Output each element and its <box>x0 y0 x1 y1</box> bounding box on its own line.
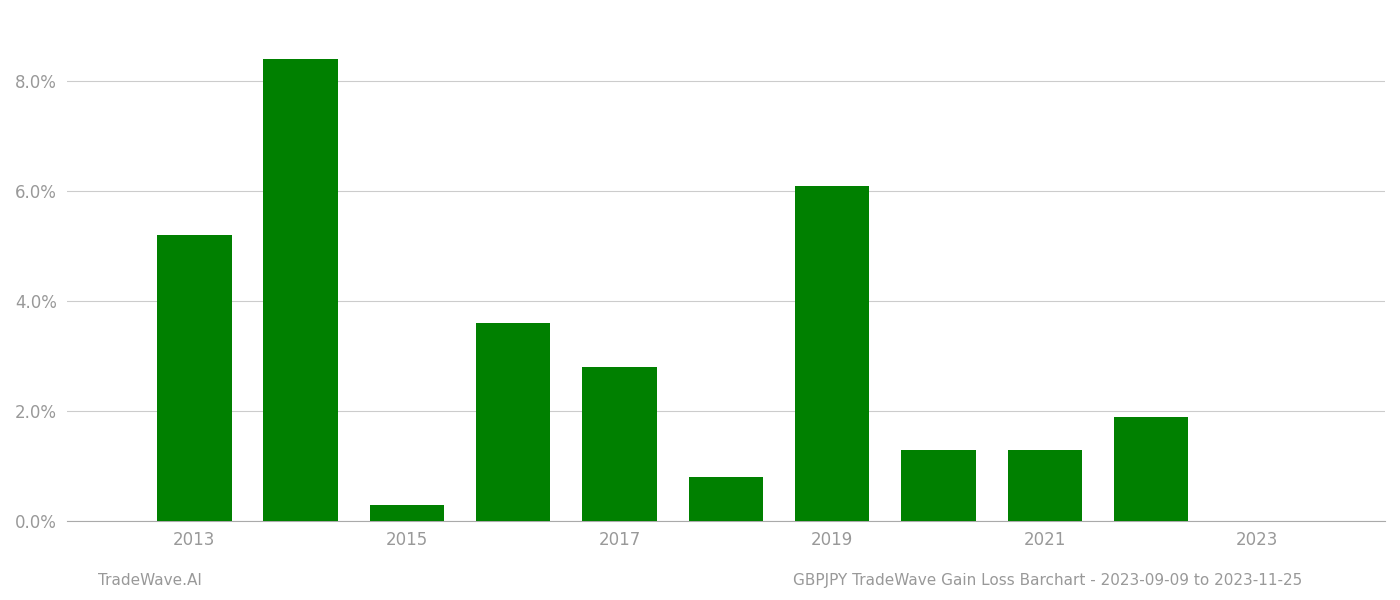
Bar <box>795 185 869 521</box>
Bar <box>370 505 444 521</box>
Text: TradeWave.AI: TradeWave.AI <box>98 573 202 588</box>
Bar <box>582 367 657 521</box>
Bar <box>157 235 231 521</box>
Bar <box>902 450 976 521</box>
Bar <box>1114 417 1189 521</box>
Bar <box>1008 450 1082 521</box>
Bar <box>476 323 550 521</box>
Bar <box>263 59 337 521</box>
Text: GBPJPY TradeWave Gain Loss Barchart - 2023-09-09 to 2023-11-25: GBPJPY TradeWave Gain Loss Barchart - 20… <box>792 573 1302 588</box>
Bar <box>689 477 763 521</box>
